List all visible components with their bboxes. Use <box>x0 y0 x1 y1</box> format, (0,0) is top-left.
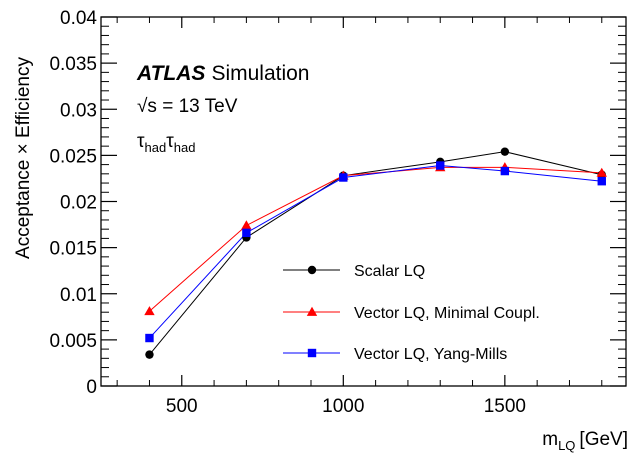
data-point-series-1 <box>144 306 155 316</box>
y-tick-label: 0.005 <box>49 331 97 352</box>
series-line-2 <box>149 165 602 339</box>
series-layer <box>144 147 607 359</box>
data-point-series-2 <box>500 166 510 176</box>
data-point-series-2 <box>436 161 445 170</box>
channel-label: τhadτhad <box>137 131 195 155</box>
data-point-series-0 <box>145 350 154 359</box>
energy-label: √s = 13 TeV <box>137 96 238 117</box>
data-point-series-0 <box>500 147 510 156</box>
channel-sub-2: had <box>174 140 196 155</box>
y-axis: 0 0.005 0.01 0.015 0.02 0.025 0.03 0.035 0.04 <box>49 8 626 398</box>
legend-marker <box>306 306 318 316</box>
data-point-series-2 <box>145 333 154 343</box>
legend-label: Vector LQ, Minimal Coupl. <box>354 305 540 322</box>
legend-marker <box>307 348 317 358</box>
series-line-1 <box>149 166 602 312</box>
y-tick-label: 0 <box>86 377 97 398</box>
x-axis: 500 1000 1500 <box>116 17 603 417</box>
y-tick-label: 0.035 <box>49 54 97 75</box>
channel-tau-1: τ <box>137 131 145 152</box>
y-tick-label: 0.025 <box>49 146 97 167</box>
data-point-series-2 <box>597 177 606 186</box>
series-line-0 <box>149 151 602 355</box>
y-tick-label: 0.04 <box>60 8 97 29</box>
y-tick-label: 0.02 <box>60 193 97 214</box>
legend-marker <box>307 265 317 275</box>
legend-label: Vector LQ, Yang-Mills <box>354 346 507 363</box>
x-axis-title-var: m <box>542 429 558 450</box>
x-axis-title-sub: LQ <box>558 438 575 453</box>
atlas-label: ATLAS Simulation <box>136 62 310 85</box>
data-point-series-1 <box>596 167 607 177</box>
y-tick-label: 0.015 <box>49 239 97 260</box>
data-point-series-2 <box>242 228 251 238</box>
data-point-series-1 <box>241 220 252 230</box>
y-tick-label: 0.01 <box>60 285 97 306</box>
y-tick-label: 0.03 <box>60 100 97 121</box>
data-point-series-2 <box>339 173 348 182</box>
atlas-simulation: Simulation <box>211 62 309 85</box>
channel-tau-2: τ <box>166 131 174 152</box>
atlas-experiment: ATLAS <box>136 62 205 85</box>
legend: Scalar LQ Vector LQ, Minimal Coupl. Vector… <box>283 263 540 363</box>
x-tick-label: 1000 <box>322 396 364 417</box>
y-axis-title: Acceptance × Efficiency <box>13 57 34 259</box>
x-tick-label: 500 <box>166 396 198 417</box>
channel-sub-1: had <box>145 140 167 155</box>
x-axis-title-unit: [GeV] <box>579 429 628 450</box>
x-tick-label: 1500 <box>484 396 526 417</box>
legend-label: Scalar LQ <box>354 263 425 280</box>
x-axis-title: mLQ [GeV] <box>542 429 628 453</box>
